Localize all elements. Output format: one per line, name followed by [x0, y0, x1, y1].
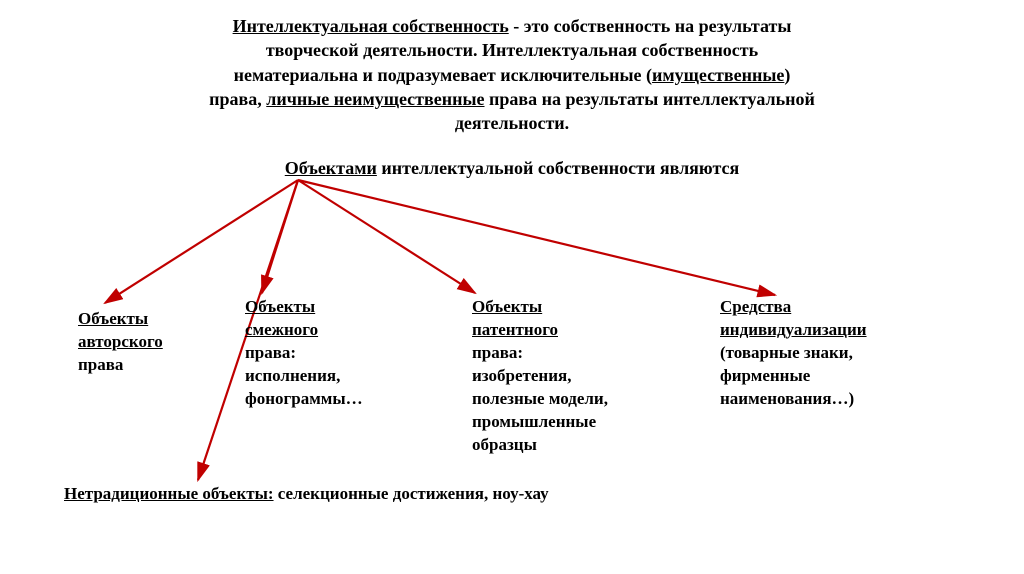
term-nonproperty-rights: личные неимущественные — [266, 89, 484, 109]
term-property-rights: имущественные — [652, 65, 784, 85]
branch-copyright: Объекты авторского права — [78, 308, 208, 377]
term-objects: Объектами — [285, 158, 377, 178]
term-ip: Интеллектуальная собственность — [233, 16, 509, 36]
objects-subheader: Объектами интеллектуальной собственности… — [220, 158, 804, 179]
definition-header: Интеллектуальная собственность - это соб… — [150, 14, 874, 135]
branch-patent: Объекты патентного права: изобретения, п… — [472, 296, 662, 457]
branch-related-rights: Объекты смежного права: исполнения, фоно… — [245, 296, 405, 411]
branch-nontraditional: Нетрадиционные объекты: селекционные дос… — [64, 484, 549, 504]
branch-individualization: Средства индивидуализации (товарные знак… — [720, 296, 940, 411]
